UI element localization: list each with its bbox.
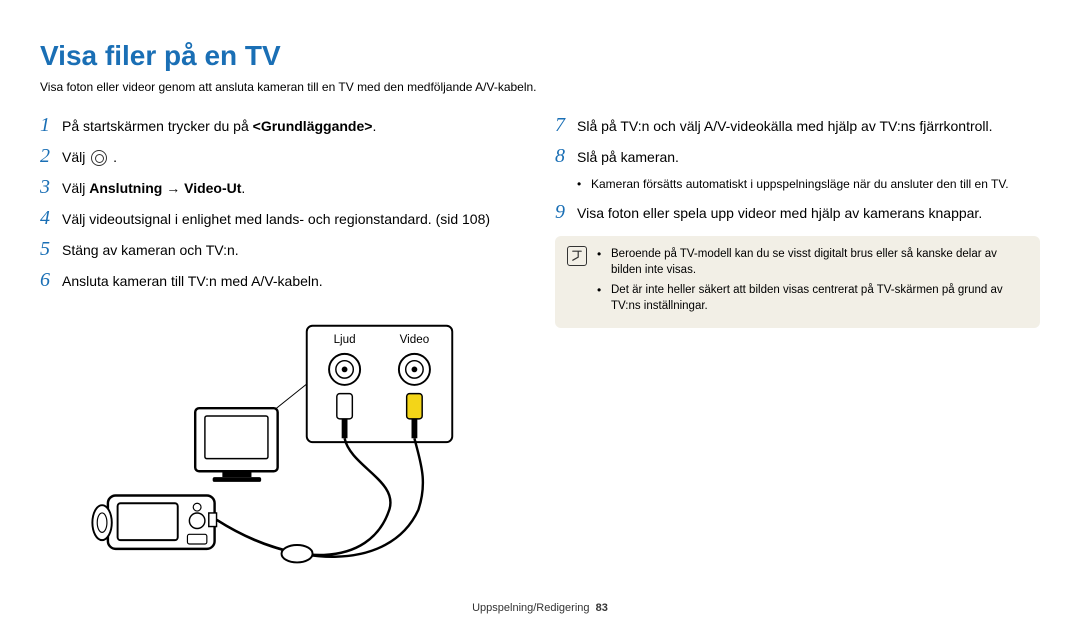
step-text: På startskärmen trycker du på <Grundlägg…	[62, 117, 376, 137]
step-number: 4	[40, 207, 62, 230]
step-number: 2	[40, 145, 62, 168]
gear-icon	[91, 150, 107, 166]
page-title: Visa filer på en TV	[40, 40, 1040, 72]
step: 6Ansluta kameran till TV:n med A/V-kabel…	[40, 269, 525, 292]
step: 7Slå på TV:n och välj A/V-videokälla med…	[555, 114, 1040, 137]
note-icon	[567, 246, 587, 266]
step-text: Slå på kameran.	[577, 148, 679, 168]
step-text: Visa foton eller spela upp videor med hj…	[577, 204, 982, 224]
footer-section: Uppspelning/Redigering	[472, 602, 589, 614]
step: 8Slå på kameran.	[555, 145, 1040, 168]
step: 5Stäng av kameran och TV:n.	[40, 238, 525, 261]
audio-label: Ljud	[334, 333, 356, 346]
step-number: 1	[40, 114, 62, 137]
step-text: Välj videoutsignal i enlighet med lands-…	[62, 210, 490, 230]
intro-text: Visa foton eller videor genom att anslut…	[40, 80, 1040, 94]
connection-diagram: Ljud Video	[40, 312, 525, 582]
step: 3Välj Anslutning → Video-Ut.	[40, 176, 525, 199]
step-number: 3	[40, 176, 62, 199]
video-label: Video	[400, 333, 430, 346]
step: 1På startskärmen trycker du på <Grundläg…	[40, 114, 525, 137]
step-text: Välj Anslutning → Video-Ut.	[62, 179, 245, 199]
step: 4Välj videoutsignal i enlighet med lands…	[40, 207, 525, 230]
right-column: 7Slå på TV:n och välj A/V-videokälla med…	[555, 114, 1040, 582]
footer-page: 83	[596, 602, 608, 614]
step-number: 9	[555, 201, 577, 224]
step-text: Stäng av kameran och TV:n.	[62, 241, 239, 261]
step-text: Slå på TV:n och välj A/V-videokälla med …	[577, 117, 993, 137]
note-item: •Det är inte heller säkert att bilden vi…	[597, 282, 1028, 314]
step-text: Välj .	[62, 148, 117, 168]
step-number: 8	[555, 145, 577, 168]
note-box: •Beroende på TV-modell kan du se visst d…	[555, 236, 1040, 328]
step: 2Välj .	[40, 145, 525, 168]
step-text: Ansluta kameran till TV:n med A/V-kabeln…	[62, 272, 323, 292]
note-item: •Beroende på TV-modell kan du se visst d…	[597, 246, 1028, 278]
substep: •Kameran försätts automatiskt i uppspeln…	[577, 176, 1040, 193]
step-number: 7	[555, 114, 577, 137]
page-footer: Uppspelning/Redigering 83	[0, 602, 1080, 614]
left-column: 1På startskärmen trycker du på <Grundläg…	[40, 114, 525, 582]
step-number: 6	[40, 269, 62, 292]
step-number: 5	[40, 238, 62, 261]
step: 9Visa foton eller spela upp videor med h…	[555, 201, 1040, 224]
